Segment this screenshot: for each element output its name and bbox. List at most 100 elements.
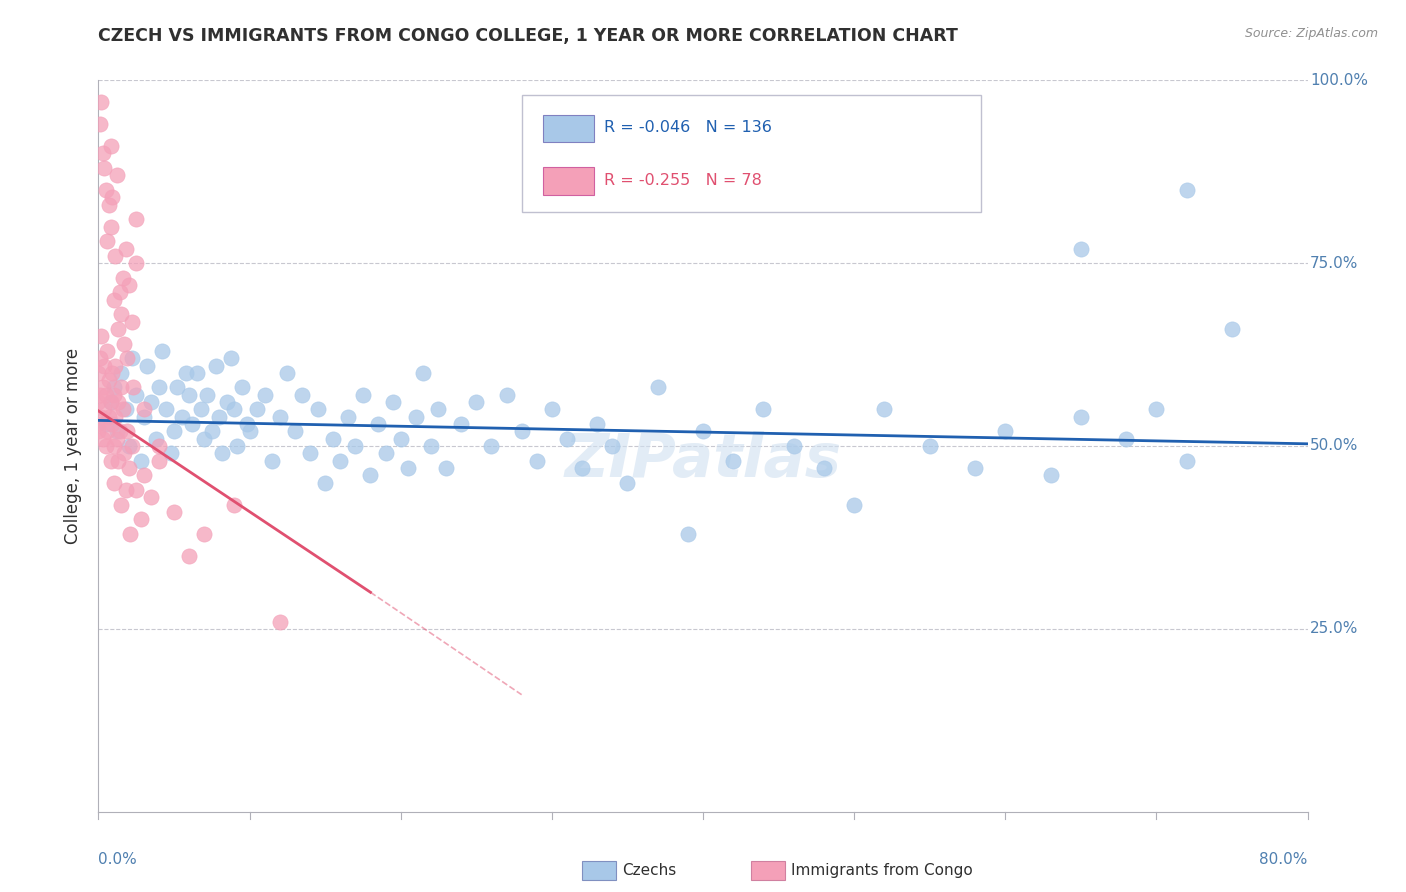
Point	[100, 139, 122, 153]
Point	[91, 380, 114, 394]
Point	[314, 475, 336, 490]
Point	[844, 498, 866, 512]
Point	[110, 498, 132, 512]
Point	[101, 190, 124, 204]
Point	[103, 293, 125, 307]
Point	[121, 351, 143, 366]
Point	[160, 446, 183, 460]
Point	[125, 256, 148, 270]
Point	[291, 388, 314, 402]
Point	[434, 461, 457, 475]
Point	[873, 402, 896, 417]
Point	[148, 453, 170, 467]
Point	[692, 425, 714, 439]
Text: ZIPatlas: ZIPatlas	[564, 431, 842, 490]
Point	[813, 461, 835, 475]
Point	[181, 417, 204, 431]
Point	[98, 373, 121, 387]
Point	[121, 315, 143, 329]
Point	[374, 446, 396, 460]
Point	[481, 439, 503, 453]
Point	[118, 461, 141, 475]
Point	[602, 439, 624, 453]
Point	[90, 409, 112, 424]
Text: CZECH VS IMMIGRANTS FROM CONGO COLLEGE, 1 YEAR OR MORE CORRELATION CHART: CZECH VS IMMIGRANTS FROM CONGO COLLEGE, …	[98, 27, 959, 45]
Text: 80.0%: 80.0%	[1260, 852, 1308, 867]
Point	[965, 461, 987, 475]
Point	[1115, 432, 1137, 446]
Point	[94, 388, 117, 402]
Point	[1175, 453, 1198, 467]
Point	[122, 380, 145, 394]
Point	[87, 395, 110, 409]
Point	[190, 402, 212, 417]
Point	[129, 512, 152, 526]
Point	[90, 329, 112, 343]
Point	[186, 366, 208, 380]
Point	[526, 453, 548, 467]
Point	[112, 446, 135, 460]
Text: Czechs: Czechs	[621, 863, 676, 878]
Point	[616, 475, 638, 490]
Point	[177, 549, 201, 563]
Point	[115, 425, 138, 439]
Point	[141, 490, 163, 504]
Point	[100, 395, 122, 409]
Point	[307, 402, 329, 417]
Point	[103, 388, 125, 402]
Point	[676, 526, 699, 541]
Point	[177, 388, 201, 402]
Point	[405, 409, 427, 424]
Point	[120, 526, 142, 541]
Point	[114, 402, 136, 417]
Point	[135, 359, 157, 373]
Point	[201, 425, 224, 439]
Point	[105, 169, 128, 183]
FancyBboxPatch shape	[522, 95, 981, 212]
Point	[269, 615, 291, 629]
Point	[389, 432, 412, 446]
Point	[1144, 402, 1167, 417]
Point	[98, 409, 121, 424]
Point	[108, 285, 131, 300]
Point	[96, 343, 118, 358]
Point	[166, 380, 188, 394]
Point	[110, 380, 132, 394]
Point	[105, 425, 128, 439]
Point	[721, 453, 744, 467]
Point	[224, 402, 246, 417]
Point	[112, 336, 135, 351]
Point	[221, 351, 243, 366]
Point	[107, 395, 129, 409]
Point	[103, 380, 125, 394]
Point	[93, 359, 115, 373]
Point	[110, 366, 132, 380]
Point	[193, 526, 215, 541]
Point	[412, 366, 434, 380]
Point	[103, 439, 125, 453]
Point	[100, 219, 122, 234]
Point	[419, 439, 441, 453]
Point	[253, 388, 276, 402]
Point	[87, 425, 110, 439]
Point	[1070, 242, 1092, 256]
Point	[336, 409, 359, 424]
Point	[89, 351, 111, 366]
Point	[276, 366, 298, 380]
Point	[94, 183, 117, 197]
Point	[89, 388, 111, 402]
Point	[125, 212, 148, 227]
Point	[1070, 409, 1092, 424]
Point	[87, 366, 110, 380]
Point	[90, 95, 112, 110]
Point	[571, 461, 593, 475]
Point	[174, 366, 197, 380]
Point	[98, 197, 121, 211]
Point	[91, 146, 114, 161]
Point	[540, 402, 562, 417]
Point	[141, 395, 163, 409]
Point	[111, 402, 134, 417]
Point	[101, 366, 124, 380]
Text: 75.0%: 75.0%	[1310, 256, 1358, 270]
Point	[114, 242, 136, 256]
